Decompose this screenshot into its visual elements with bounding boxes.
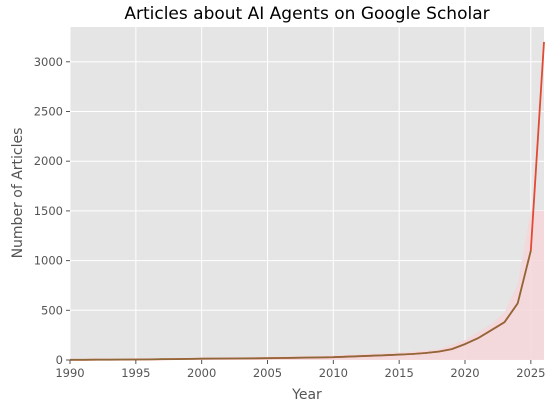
series-line-b [70, 250, 532, 361]
series-band [70, 210, 544, 360]
y-tick-label: 0 [56, 353, 63, 367]
x-tick-label: 2005 [253, 366, 282, 380]
x-axis-label: Year [291, 387, 322, 403]
x-tick-label: 2020 [450, 366, 479, 380]
x-tick-label: 1990 [55, 366, 84, 380]
y-tick-label: 3000 [34, 55, 63, 69]
x-tick-label: 2015 [385, 366, 414, 380]
chart-title: Articles about AI Agents on Google Schol… [124, 4, 489, 24]
x-tick-label: 2010 [319, 366, 348, 380]
y-tick-label: 2000 [34, 154, 63, 168]
y-tick-label: 1500 [34, 204, 63, 218]
x-tick-label: 2000 [187, 366, 216, 380]
y-axis-label: Number of Articles [10, 128, 26, 259]
x-tick-label: 1995 [121, 366, 150, 380]
y-tick-label: 500 [41, 303, 63, 317]
y-tick-label: 2500 [34, 104, 63, 118]
y-tick-label: 1000 [34, 254, 63, 268]
x-tick-label: 2025 [516, 366, 545, 380]
